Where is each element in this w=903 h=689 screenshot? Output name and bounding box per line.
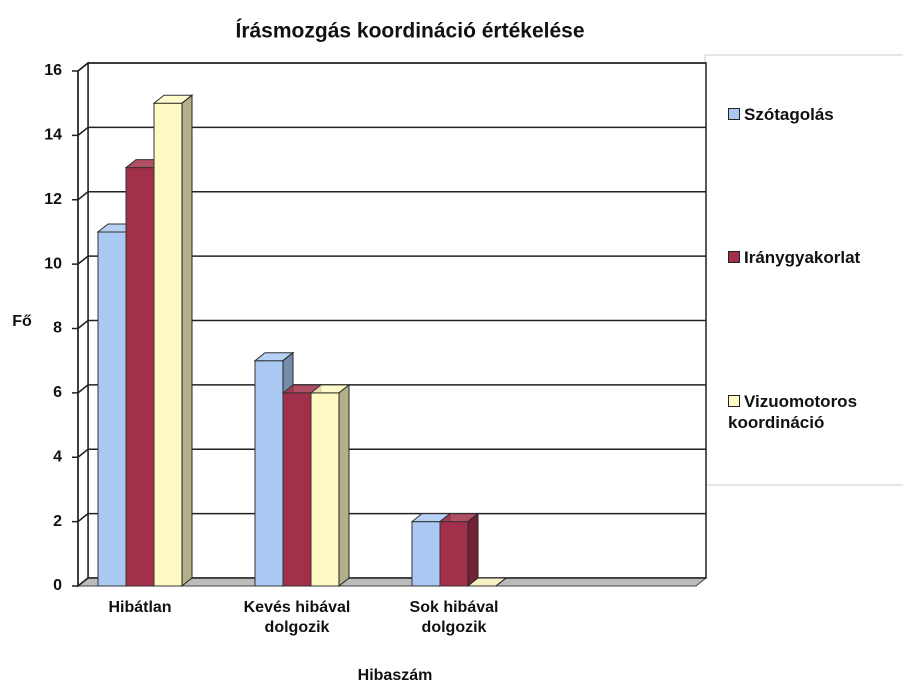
bar-face [338, 383, 350, 588]
y-tick-label: 4 [53, 448, 62, 465]
y-tick-label: 12 [44, 191, 62, 208]
grid-line [77, 513, 89, 523]
bar-face [411, 521, 441, 587]
legend-entry: Iránygyakorlat [728, 247, 898, 268]
legend-entry: Szótagolás [728, 104, 898, 125]
bar-face [282, 392, 312, 587]
y-tick-label: 0 [53, 577, 62, 594]
y-tick-label: 2 [53, 513, 62, 530]
legend-swatch [728, 108, 740, 120]
legend-label: Iránygyakorlat [744, 248, 861, 267]
legend-label: Vizuomotoros koordináció [728, 392, 858, 432]
bar-face [125, 167, 155, 587]
bar-face [153, 102, 183, 587]
x-tick-label: Kevés hibával dolgozik [243, 599, 351, 636]
legend-swatch [728, 395, 740, 407]
y-tick-label: 8 [53, 320, 62, 337]
grid-line [77, 577, 89, 587]
grid-line [77, 62, 89, 72]
grid-line [77, 448, 89, 458]
bar [152, 94, 194, 588]
bar-face [310, 392, 340, 587]
y-tick-label: 10 [44, 255, 62, 272]
bar-face [495, 577, 507, 587]
legend-label: Szótagolás [744, 105, 834, 124]
bar-face [439, 521, 469, 587]
x-axis-label: Hibaszám [358, 667, 433, 684]
y-tick-label: 6 [53, 384, 62, 401]
x-tick-label: Sok hibával dolgozik [409, 599, 499, 636]
bar-face [467, 512, 479, 588]
y-tick-label: 14 [44, 127, 62, 144]
grid-line [77, 319, 89, 330]
bar-face [254, 360, 284, 587]
chart-title: Írásmozgás koordináció értékelése [236, 20, 585, 43]
grid-line [77, 255, 89, 265]
bar-face [181, 94, 193, 588]
grid-line [77, 191, 89, 201]
legend-swatch [728, 251, 740, 263]
bar-face [97, 231, 127, 587]
bar [309, 383, 351, 588]
x-tick-label: Hibátlan [108, 599, 172, 616]
legend-entry: Vizuomotoros koordináció [728, 391, 898, 433]
bar [466, 577, 508, 587]
y-axis-label: Fő [12, 313, 32, 330]
y-tick-label: 16 [44, 62, 62, 79]
bar [438, 512, 480, 588]
grid-line [77, 126, 89, 136]
grid-line [77, 384, 89, 394]
